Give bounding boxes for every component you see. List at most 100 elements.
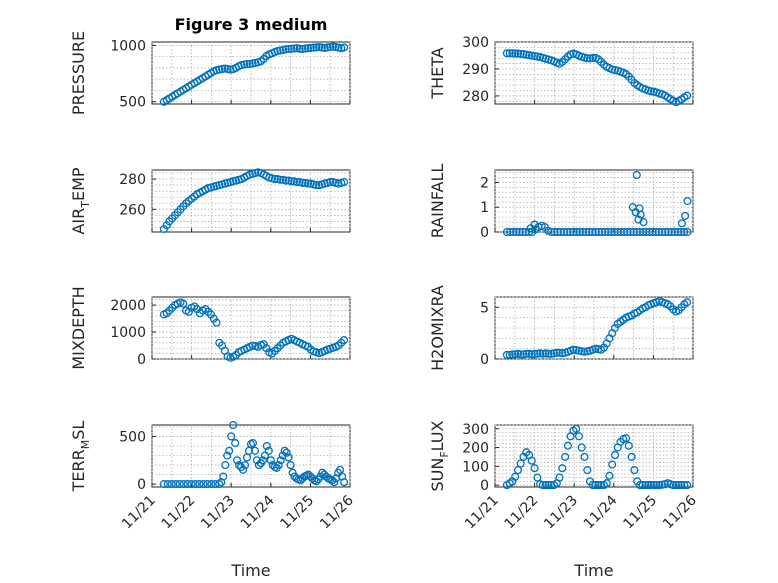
data-point xyxy=(638,481,647,490)
data-point xyxy=(533,473,542,482)
data-point xyxy=(209,314,218,323)
x-tick-label: 11/22 xyxy=(502,493,542,533)
y-tick-label: 0 xyxy=(137,352,146,368)
y-tick-label: 2000 xyxy=(110,298,146,314)
data-point xyxy=(511,472,520,481)
data-point xyxy=(195,480,204,489)
data-point xyxy=(239,465,248,474)
data-point xyxy=(610,451,620,460)
data-point xyxy=(644,481,653,490)
y-tick-label: 100 xyxy=(462,459,489,475)
data-point xyxy=(306,43,315,52)
y-axis-label: H2OMIXRA xyxy=(428,285,447,371)
data-point xyxy=(287,44,296,53)
y-tick-label: 200 xyxy=(462,441,489,457)
axes-box xyxy=(151,41,351,105)
data-point xyxy=(574,432,584,441)
subplot-3: 0 1 2 RAINFALL xyxy=(428,164,694,241)
y-tick-label: 2 xyxy=(480,175,489,191)
data-point xyxy=(508,49,517,58)
data-point xyxy=(594,481,603,490)
data-point xyxy=(522,349,531,358)
x-tick-label: 11/26 xyxy=(660,492,700,532)
data-point xyxy=(669,481,678,490)
data-point xyxy=(530,349,539,358)
data-point xyxy=(203,480,212,489)
data-point xyxy=(191,480,200,489)
y-tick-label: 500 xyxy=(119,429,146,445)
data-point xyxy=(227,432,236,441)
data-point xyxy=(513,466,523,475)
data-point xyxy=(683,196,692,206)
data-point xyxy=(215,480,224,489)
data-point xyxy=(301,44,310,53)
data-point xyxy=(502,350,511,359)
y-tick-label: 1000 xyxy=(110,38,146,54)
x-axis-label-right: Time xyxy=(573,561,613,580)
data-point xyxy=(248,439,258,448)
data-point xyxy=(577,443,586,452)
data-point xyxy=(641,481,650,490)
data-point xyxy=(649,481,658,490)
data-point xyxy=(207,480,216,489)
grid xyxy=(151,42,351,104)
data-point xyxy=(583,466,592,475)
x-tick-label: 11/21 xyxy=(462,493,502,533)
y-tick-label: 0 xyxy=(480,352,489,368)
data-point xyxy=(212,318,221,327)
y-tick-label: 5 xyxy=(480,300,489,316)
grid xyxy=(494,296,694,360)
y-tick-label: 300 xyxy=(462,422,489,438)
data-point xyxy=(280,446,289,455)
data-point xyxy=(317,43,326,52)
data-point xyxy=(511,49,520,58)
data-point xyxy=(646,481,656,490)
subplot-5: 0 5 H2OMIXRA xyxy=(428,285,694,371)
data-point xyxy=(295,44,304,53)
data-point xyxy=(555,473,564,482)
subplot-4: 0 1000 2000 MIXDEPTH xyxy=(69,286,351,370)
data-point xyxy=(655,481,664,490)
data-point xyxy=(635,481,644,490)
data-point xyxy=(264,446,273,455)
data-point xyxy=(167,480,176,489)
data-point xyxy=(292,178,301,187)
y-tick-label: 0 xyxy=(480,225,489,241)
data-point xyxy=(538,481,547,490)
data-point xyxy=(281,176,290,185)
data-point xyxy=(179,480,188,489)
data-point xyxy=(326,178,335,187)
data-point xyxy=(286,461,295,470)
data-point xyxy=(223,451,232,460)
data-point xyxy=(231,439,240,448)
data-point xyxy=(221,461,230,470)
data-point xyxy=(558,464,567,473)
data-point xyxy=(276,175,285,184)
x-tick-label: 11/23 xyxy=(541,493,581,533)
axes-box xyxy=(494,424,694,488)
data-point xyxy=(179,299,188,308)
y-tick-label: 290 xyxy=(462,62,489,78)
data-point xyxy=(683,298,692,307)
y-axis-label: RAINFALL xyxy=(428,164,447,239)
data-point xyxy=(225,446,234,455)
data-point xyxy=(622,434,631,443)
data-point xyxy=(608,460,617,469)
x-tick-label: 11/26 xyxy=(317,492,357,532)
data-point xyxy=(250,446,260,455)
y-axis-label: SUNFLUX xyxy=(428,420,451,491)
data-point xyxy=(680,481,689,490)
data-point xyxy=(340,478,349,487)
data-point xyxy=(242,59,252,69)
x-tick-label: 11/24 xyxy=(238,492,278,532)
y-tick-label: 0 xyxy=(137,477,146,493)
data-point xyxy=(323,43,332,52)
data-point xyxy=(340,178,349,187)
y-tick-label: 1000 xyxy=(110,325,146,341)
data-point xyxy=(683,227,692,237)
data-point xyxy=(674,481,683,490)
data-point xyxy=(580,452,589,461)
data-point xyxy=(340,43,349,52)
data-point xyxy=(298,178,307,187)
